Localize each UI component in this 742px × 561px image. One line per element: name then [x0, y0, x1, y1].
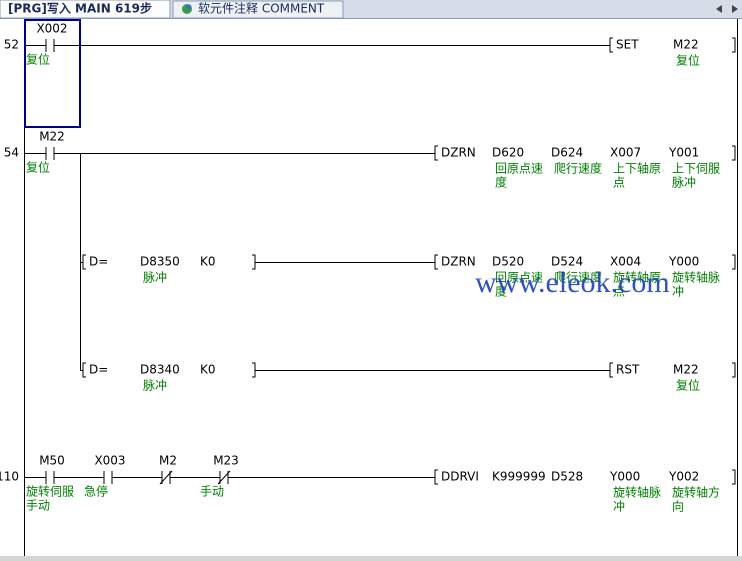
scroll-left[interactable] — [716, 5, 722, 13]
operand: X004 — [610, 255, 641, 269]
operand: Y000 — [668, 255, 699, 269]
operand: K0 — [200, 255, 216, 269]
tab-icon — [186, 4, 192, 10]
comment: 冲 — [672, 284, 684, 299]
comment: 复位 — [676, 53, 700, 68]
comment: 上下轴原 — [613, 161, 661, 176]
comment: 向 — [672, 499, 684, 514]
tab-label: 软元件注释 COMMENT — [198, 1, 325, 16]
step-number: 110 — [0, 470, 19, 484]
comment: 复位 — [26, 160, 50, 175]
contact-slash — [159, 470, 173, 485]
operand: X007 — [610, 146, 641, 160]
operand: D624 — [551, 146, 583, 160]
comment: 手动 — [26, 499, 50, 513]
comment: 点 — [613, 285, 625, 299]
operand: D524 — [551, 255, 583, 269]
compare-operator: D= — [89, 255, 108, 269]
operand: M22 — [673, 38, 699, 52]
operand: D620 — [492, 146, 524, 160]
operand: M22 — [673, 363, 699, 377]
bracket-open — [82, 254, 86, 270]
contact-slash — [217, 470, 231, 485]
comment: 旋转轴脉 — [672, 270, 720, 285]
comment: 脉冲 — [672, 175, 696, 190]
operand: D528 — [551, 470, 583, 484]
bracket-close — [252, 362, 256, 378]
instruction: DZRN — [441, 146, 476, 160]
bracket-close — [732, 362, 736, 378]
device: X002 — [36, 22, 67, 36]
tab-label: [PRG]写入 MAIN 619步 — [8, 1, 152, 16]
bracket-close — [252, 254, 256, 270]
operand: D8340 — [140, 363, 180, 377]
bracket-close — [732, 37, 736, 53]
comment: 旋转伺服 — [26, 484, 74, 499]
instruction: DDRVI — [441, 470, 479, 484]
cursor[interactable] — [24, 19, 81, 128]
comment: 复位 — [26, 52, 50, 67]
operand: Y000 — [609, 470, 640, 484]
comment: 回原点速 — [495, 162, 543, 176]
device: X003 — [94, 454, 125, 468]
comment: 旋转轴原 — [613, 270, 661, 285]
bracket-close — [732, 469, 736, 485]
device: M50 — [39, 454, 65, 468]
operand: D520 — [492, 255, 524, 269]
bracket-open — [82, 362, 86, 378]
comment: 度 — [495, 284, 507, 299]
operand: K0 — [200, 363, 216, 377]
operand: Y002 — [668, 470, 699, 484]
step-number: 54 — [4, 146, 19, 160]
comment: 回原点速 — [495, 271, 543, 285]
device: M23 — [213, 454, 239, 468]
instruction: DZRN — [441, 255, 476, 269]
bracket-close — [732, 145, 736, 161]
comment: 旋转轴脉 — [613, 485, 661, 500]
bracket-open — [609, 362, 613, 378]
comment: 旋转轴方 — [672, 485, 720, 500]
watermark: www.eleok.com — [475, 266, 670, 299]
scrollbar — [0, 556, 742, 561]
instruction: SET — [616, 38, 639, 52]
comment: 冲 — [613, 499, 625, 514]
comment: 手动 — [200, 485, 224, 499]
compare-operator: D= — [89, 363, 108, 377]
device: M22 — [39, 130, 65, 144]
operand: K999999 — [492, 470, 546, 484]
bracket-open — [434, 145, 438, 161]
comment: 脉冲 — [143, 270, 167, 285]
bracket-open — [434, 469, 438, 485]
bracket-open — [609, 37, 613, 53]
comment: 爬行速度 — [554, 161, 602, 176]
operand: D8350 — [140, 255, 180, 269]
step-number: 52 — [4, 38, 19, 52]
comment: 急停 — [84, 484, 108, 499]
operand: Y001 — [668, 146, 699, 160]
comment: 复位 — [676, 378, 700, 393]
comment: 度 — [495, 175, 507, 190]
instruction: RST — [616, 363, 640, 377]
comment: 脉冲 — [143, 378, 167, 393]
comment: 爬行速度 — [554, 270, 602, 285]
device: M2 — [159, 454, 177, 468]
comment: 点 — [613, 176, 625, 190]
scroll-right[interactable] — [732, 5, 738, 13]
bracket-close — [732, 254, 736, 270]
bracket-open — [434, 254, 438, 270]
comment: 上下伺服 — [672, 162, 720, 176]
